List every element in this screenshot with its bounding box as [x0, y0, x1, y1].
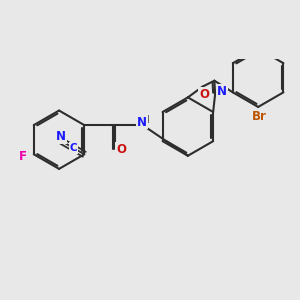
- Text: F: F: [19, 149, 27, 163]
- Text: O: O: [116, 143, 126, 156]
- Text: N: N: [217, 85, 227, 98]
- Text: H: H: [141, 115, 150, 124]
- Text: N: N: [56, 130, 66, 143]
- Text: C: C: [70, 143, 77, 153]
- Text: Br: Br: [251, 110, 266, 123]
- Text: N: N: [137, 116, 147, 129]
- Text: O: O: [199, 88, 209, 101]
